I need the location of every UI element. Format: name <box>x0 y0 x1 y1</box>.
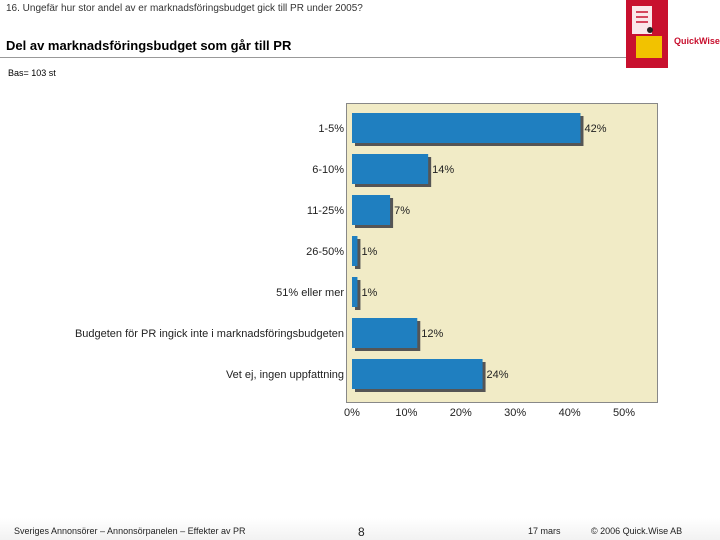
footer-date: 17 mars <box>528 526 561 536</box>
logo-text: QuickWise <box>674 36 720 46</box>
footer-copyright: © 2006 Quick.Wise AB <box>591 526 683 536</box>
question-text: 16. Ungefär hur stor andel av er marknad… <box>6 3 363 14</box>
category-label: Vet ej, ingen uppfattning <box>226 369 344 381</box>
category-label: 11-25% <box>307 205 344 217</box>
chart-plot-area <box>346 103 658 403</box>
page-number: 8 <box>358 525 365 539</box>
category-label: 1-5% <box>318 123 344 135</box>
data-label: 1% <box>361 287 377 299</box>
bar-6 <box>352 359 483 389</box>
bar-1 <box>352 154 429 184</box>
x-tick-label: 50% <box>613 407 635 419</box>
data-label: 14% <box>432 164 454 176</box>
bar-3 <box>352 236 358 266</box>
data-label: 7% <box>394 205 410 217</box>
category-label: 26-50% <box>306 246 344 258</box>
slide-title: Del av marknadsföringsbudget som går til… <box>6 38 292 53</box>
data-label: 24% <box>487 369 509 381</box>
x-tick-label: 30% <box>504 407 526 419</box>
bar-chart: 1-5% 42% 6-10% 14% 11-25% 7% 26-50% 1% 51% eller… <box>75 113 635 419</box>
data-label: 1% <box>361 246 377 258</box>
data-label: 12% <box>421 328 443 340</box>
bar-4 <box>352 277 358 307</box>
x-tick-label: 10% <box>395 407 417 419</box>
bar-0 <box>352 113 581 143</box>
quickwise-logo: QuickWise <box>626 0 720 70</box>
logo-mark-icon <box>626 0 668 68</box>
bar-2 <box>352 195 391 225</box>
bar-shadow <box>355 239 361 269</box>
bar-shadow <box>355 280 361 310</box>
data-label: 42% <box>584 123 606 135</box>
footer-source: Sveriges Annonsörer – Annonsörpanelen – … <box>14 526 246 536</box>
x-tick-label: 0% <box>344 407 360 419</box>
x-tick-label: 20% <box>450 407 472 419</box>
x-tick-label: 40% <box>559 407 581 419</box>
footer: Sveriges Annonsörer – Annonsörpanelen – … <box>0 518 720 540</box>
category-label: 6-10% <box>312 164 344 176</box>
category-label: Budgeten för PR ingick inte i marknadsfö… <box>75 328 344 340</box>
category-label: 51% eller mer <box>276 287 344 299</box>
base-note: Bas= 103 st <box>8 68 56 78</box>
bar-5 <box>352 318 418 348</box>
title-divider <box>0 57 626 58</box>
